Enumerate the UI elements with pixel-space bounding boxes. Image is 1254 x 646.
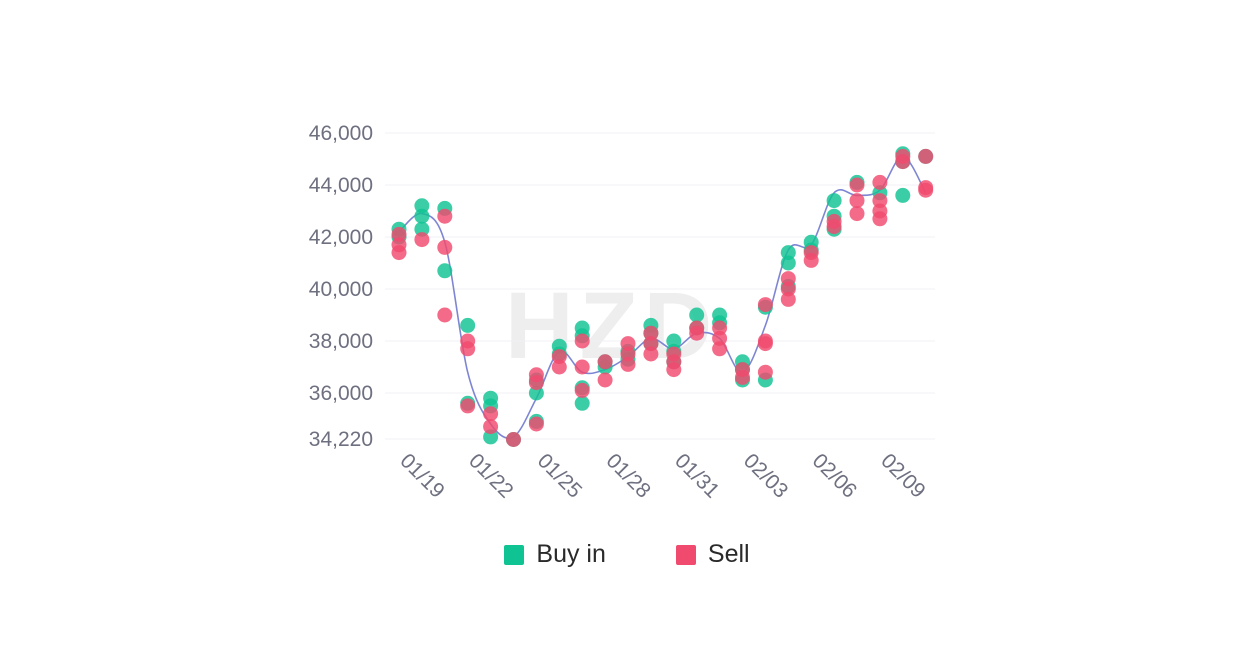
sell-point[interactable] xyxy=(574,333,590,349)
legend-label-sell: Sell xyxy=(707,540,750,568)
buy-in-point[interactable] xyxy=(528,385,544,401)
legend-swatch-buy xyxy=(504,544,525,565)
buy-in-point[interactable] xyxy=(414,208,430,224)
y-tick-label: 40,000 xyxy=(309,278,373,301)
sell-point[interactable] xyxy=(460,341,476,357)
sell-point[interactable] xyxy=(551,359,567,375)
sell-point[interactable] xyxy=(689,325,705,341)
sell-point[interactable] xyxy=(437,239,453,255)
legend-item-sell[interactable]: Sell xyxy=(675,540,750,569)
sell-point[interactable] xyxy=(437,208,453,224)
sell-point[interactable] xyxy=(551,349,567,365)
legend: Buy in Sell xyxy=(0,540,1254,569)
sell-point[interactable] xyxy=(460,398,476,414)
x-tick-label: 02/06 xyxy=(808,449,861,502)
sell-point[interactable] xyxy=(437,307,453,323)
sell-point[interactable] xyxy=(712,330,728,346)
sell-point[interactable] xyxy=(803,252,819,268)
sell-point[interactable] xyxy=(620,336,636,352)
buy-in-point[interactable] xyxy=(689,307,705,323)
sell-point[interactable] xyxy=(757,297,773,313)
buy-in-point[interactable] xyxy=(574,395,590,411)
x-tick-label: 01/25 xyxy=(533,449,586,502)
sell-point[interactable] xyxy=(780,291,796,307)
sell-point[interactable] xyxy=(414,232,430,248)
buy-in-point[interactable] xyxy=(483,429,499,445)
sell-point[interactable] xyxy=(918,182,934,198)
sell-point[interactable] xyxy=(735,369,750,385)
y-tick-label: 36,000 xyxy=(309,382,373,405)
x-tick-label: 02/09 xyxy=(876,449,929,502)
sell-point[interactable] xyxy=(849,177,865,193)
buy-in-point[interactable] xyxy=(780,245,796,261)
x-tick-label: 01/28 xyxy=(602,449,655,502)
y-tick-label: 34,220 xyxy=(309,428,373,451)
sell-point[interactable] xyxy=(666,362,682,378)
data-points xyxy=(391,146,934,447)
sell-point[interactable] xyxy=(391,226,407,242)
sell-point[interactable] xyxy=(780,271,796,287)
sell-point[interactable] xyxy=(528,416,544,432)
sell-point[interactable] xyxy=(620,346,636,362)
buy-in-point[interactable] xyxy=(414,221,430,237)
sell-point[interactable] xyxy=(918,148,934,164)
sell-point[interactable] xyxy=(757,364,773,380)
y-tick-label: 46,000 xyxy=(309,122,373,145)
sell-point[interactable] xyxy=(506,432,521,447)
sell-point[interactable] xyxy=(483,419,499,435)
sell-point[interactable] xyxy=(597,372,613,388)
sell-point[interactable] xyxy=(849,193,865,209)
sell-point[interactable] xyxy=(483,406,499,422)
y-axis: 34,220 36,000 38,000 40,000 42,000 44,000 46,0… xyxy=(309,122,373,451)
buy-in-point[interactable] xyxy=(437,263,453,279)
x-tick-label: 02/03 xyxy=(739,449,792,502)
sell-point[interactable] xyxy=(872,193,888,209)
sell-point[interactable] xyxy=(872,211,888,227)
legend-item-buy-in[interactable]: Buy in xyxy=(504,540,606,569)
x-tick-label: 01/22 xyxy=(464,449,517,502)
legend-label-buy-in: Buy in xyxy=(536,540,606,568)
buy-in-point[interactable] xyxy=(780,255,796,271)
sell-point[interactable] xyxy=(826,219,842,235)
trend-line xyxy=(398,155,927,440)
buy-in-point[interactable] xyxy=(460,317,476,333)
y-tick-label: 44,000 xyxy=(309,174,373,197)
sell-point[interactable] xyxy=(391,245,407,261)
buy-in-point[interactable] xyxy=(414,198,430,214)
sell-point[interactable] xyxy=(528,375,544,391)
buy-in-point[interactable] xyxy=(826,193,842,209)
sell-point[interactable] xyxy=(780,281,796,297)
sell-point[interactable] xyxy=(643,346,659,362)
y-tick-label: 38,000 xyxy=(309,330,373,353)
sell-point[interactable] xyxy=(620,356,636,372)
legend-swatch-sell xyxy=(675,544,696,565)
sell-point[interactable] xyxy=(574,382,590,398)
sell-point[interactable] xyxy=(643,325,659,341)
sell-point[interactable] xyxy=(872,174,888,190)
sell-point[interactable] xyxy=(757,336,773,352)
buy-in-point[interactable] xyxy=(666,333,682,349)
sell-point[interactable] xyxy=(643,336,659,352)
sell-point[interactable] xyxy=(712,320,728,336)
x-tick-label: 01/31 xyxy=(670,449,723,502)
y-tick-label: 42,000 xyxy=(309,226,373,249)
sell-point[interactable] xyxy=(712,341,728,357)
sell-point[interactable] xyxy=(597,354,613,370)
buy-in-point[interactable] xyxy=(895,187,911,203)
sell-point[interactable] xyxy=(895,154,911,170)
x-axis: 01/19 01/22 01/25 01/28 01/31 02/03 02/06 02/09 xyxy=(395,449,929,502)
x-tick-label: 01/19 xyxy=(395,449,448,502)
sell-point[interactable] xyxy=(849,206,865,222)
sell-point[interactable] xyxy=(574,359,590,375)
